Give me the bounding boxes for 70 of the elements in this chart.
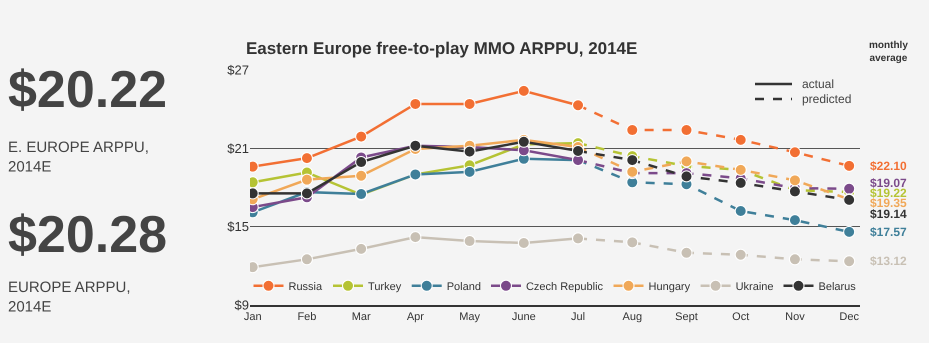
text: $20.22 bbox=[8, 61, 168, 119]
text: $22.10 bbox=[870, 159, 908, 173]
legend-label: Russia bbox=[288, 281, 324, 294]
point bbox=[626, 236, 638, 248]
legend-label: Belarus bbox=[818, 281, 856, 294]
point bbox=[680, 124, 692, 136]
point bbox=[734, 248, 747, 261]
point bbox=[788, 214, 801, 226]
legend-label: Ukraine bbox=[736, 281, 774, 294]
point bbox=[843, 160, 856, 172]
chart-title: Eastern Europe free-to-play MMO ARPPU, 2014E bbox=[246, 38, 638, 58]
y-tick-label: $9 bbox=[234, 298, 249, 313]
x-tick-label: Feb bbox=[297, 311, 316, 324]
x-tick-label: May bbox=[459, 311, 480, 324]
legend-label: Turkey bbox=[368, 281, 402, 294]
x-tick-label: June bbox=[512, 311, 536, 324]
point bbox=[518, 236, 530, 249]
point bbox=[464, 146, 476, 158]
y-tick-label: $21 bbox=[227, 140, 249, 156]
point bbox=[409, 98, 422, 110]
point bbox=[843, 255, 856, 268]
legend-label: Poland bbox=[446, 281, 481, 294]
text: EUROPE ARPPU, 2014E bbox=[8, 279, 131, 316]
x-tick-label: Jul bbox=[571, 311, 586, 324]
point bbox=[355, 156, 368, 168]
point bbox=[300, 152, 313, 164]
x-tick-label: Nov bbox=[785, 311, 806, 324]
x-tick-label: Aug bbox=[622, 311, 642, 324]
point bbox=[464, 98, 476, 110]
text: monthly average bbox=[869, 40, 908, 64]
point bbox=[680, 246, 692, 259]
point bbox=[518, 84, 530, 97]
point bbox=[680, 170, 692, 182]
point bbox=[626, 124, 638, 136]
legend-label: Hungary bbox=[648, 281, 691, 294]
legend-label: Czech Republic bbox=[526, 281, 604, 294]
point bbox=[788, 253, 801, 266]
point bbox=[734, 176, 747, 189]
x-tick-label: Oct bbox=[732, 311, 750, 324]
point bbox=[300, 174, 313, 186]
point bbox=[355, 130, 368, 143]
point bbox=[464, 235, 476, 248]
point bbox=[788, 174, 801, 186]
point bbox=[680, 155, 692, 168]
point bbox=[409, 231, 422, 244]
y-tick-label: $27 bbox=[227, 62, 249, 78]
annotation: actual bbox=[802, 77, 834, 91]
point bbox=[355, 242, 368, 255]
y-tick-label: $15 bbox=[227, 219, 249, 234]
point bbox=[734, 134, 747, 146]
point bbox=[300, 253, 313, 266]
x-tick-label: Apr bbox=[406, 311, 424, 324]
annotation: predicted bbox=[802, 92, 852, 106]
text: E. EUROPE ARPPU, 2014E bbox=[8, 139, 149, 176]
x-tick-label: Sept bbox=[675, 311, 698, 324]
x-tick-label: Mar bbox=[352, 311, 371, 324]
x-tick-label: Dec bbox=[839, 311, 860, 324]
point bbox=[843, 182, 856, 195]
point bbox=[788, 146, 801, 158]
text: $20.28 bbox=[8, 206, 168, 264]
text: $13.12 bbox=[870, 254, 908, 268]
point bbox=[355, 170, 368, 182]
point bbox=[843, 226, 856, 238]
point bbox=[464, 166, 476, 178]
point bbox=[626, 154, 638, 166]
point bbox=[734, 205, 747, 217]
point bbox=[572, 144, 584, 157]
x-tick-label: Jan bbox=[244, 311, 262, 324]
text: $17.57 bbox=[870, 225, 908, 239]
text: $19.14 bbox=[870, 207, 908, 221]
